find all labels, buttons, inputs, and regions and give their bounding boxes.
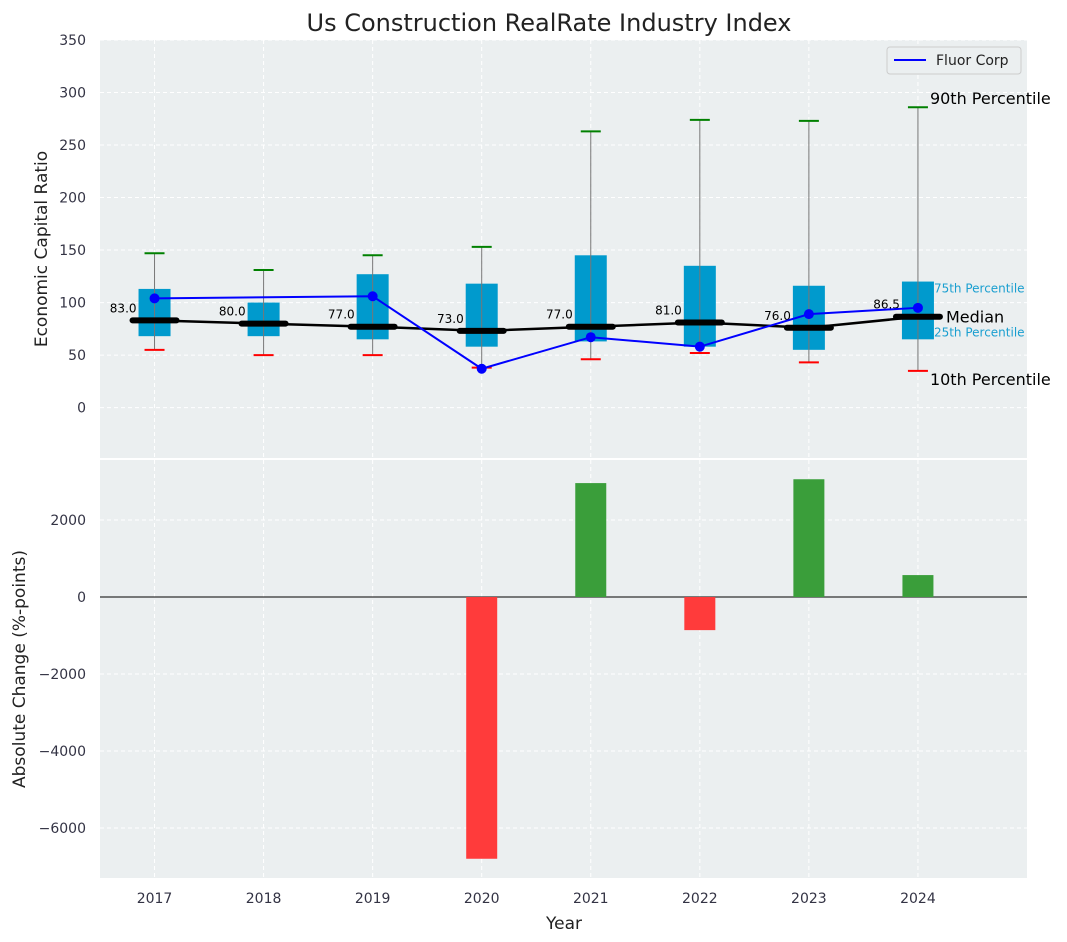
y-tick-label: 0: [77, 401, 86, 417]
y-tick-label: 200: [59, 191, 86, 207]
fluor-point: [912, 302, 923, 313]
y-tick-label: −4000: [39, 744, 86, 760]
y-tick-label: 100: [59, 296, 86, 312]
p90-annotation: 90th Percentile: [930, 89, 1051, 108]
median-label: 81.0: [655, 304, 682, 318]
median-label: 83.0: [110, 301, 137, 315]
change-bar: [466, 597, 498, 859]
change-bar: [684, 597, 716, 631]
y-tick-label: −6000: [39, 821, 86, 837]
median-label: 77.0: [546, 308, 573, 322]
p75-annotation: 75th Percentile: [934, 282, 1025, 296]
x-tick-label: 2018: [246, 891, 282, 907]
x-axis-label: Year: [545, 914, 582, 934]
fluor-point: [803, 309, 814, 320]
y-tick-label: 150: [59, 243, 86, 259]
y-tick-label: 0: [77, 590, 86, 606]
median-label: 73.0: [437, 312, 464, 326]
x-tick-label: 2017: [137, 891, 173, 907]
x-tick-label: 2021: [573, 891, 609, 907]
change-bar: [575, 483, 607, 598]
legend-label: Fluor Corp: [936, 53, 1009, 69]
y-tick-label: −2000: [39, 667, 86, 683]
y-tick-label: 300: [59, 86, 86, 102]
y-tick-label: 250: [59, 138, 86, 154]
change-bar: [902, 575, 934, 598]
p25-annotation: 25th Percentile: [934, 325, 1025, 339]
median-label: 80.0: [219, 305, 246, 319]
fluor-point: [149, 293, 160, 304]
fluor-point: [476, 363, 487, 374]
bottom-plot-area: [100, 460, 1027, 878]
x-tick-label: 2023: [791, 891, 827, 907]
x-tick-label: 2020: [464, 891, 500, 907]
chart-title: Us Construction RealRate Industry Index: [307, 9, 792, 37]
y-tick-label: 2000: [50, 513, 86, 529]
x-tick-label: 2022: [682, 891, 718, 907]
legend: [886, 46, 1022, 75]
median-label: 76.0: [764, 309, 791, 323]
top-y-axis-label: Economic Capital Ratio: [32, 151, 52, 347]
fluor-point: [694, 341, 705, 352]
y-tick-label: 50: [68, 348, 86, 364]
y-tick-label: 350: [59, 33, 86, 49]
fluor-point: [585, 332, 596, 343]
bottom-y-axis-label: Absolute Change (%-points): [10, 550, 30, 788]
median-label: 77.0: [328, 308, 355, 322]
x-tick-label: 2024: [900, 891, 936, 907]
p10-annotation: 10th Percentile: [930, 370, 1051, 389]
median-annotation: Median: [946, 308, 1004, 327]
change-bar: [793, 479, 825, 598]
fluor-point: [367, 291, 378, 302]
top-plot-area: [100, 40, 1027, 458]
x-tick-label: 2019: [355, 891, 391, 907]
